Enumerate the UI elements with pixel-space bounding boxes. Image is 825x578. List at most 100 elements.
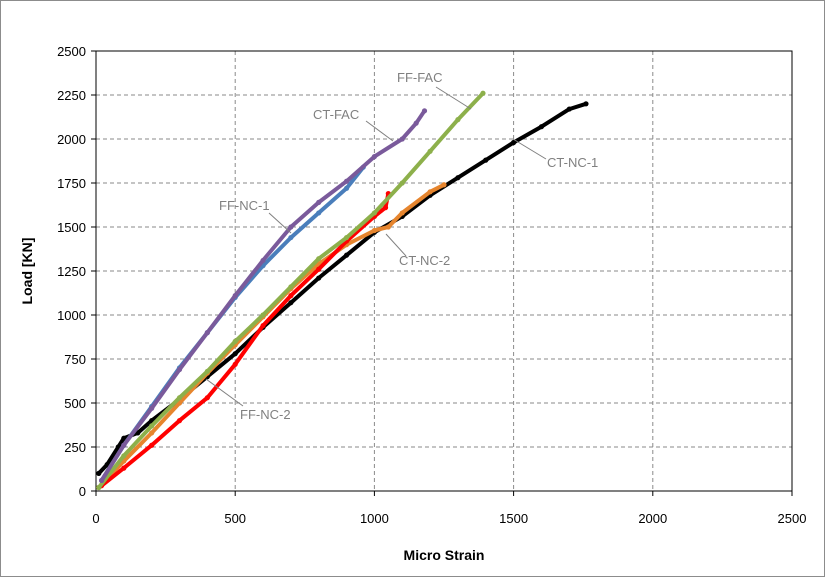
data-point <box>149 442 155 448</box>
series-line-ff-nc-1 <box>99 165 366 483</box>
annotation-ff-fac: FF-FAC <box>397 70 443 85</box>
series-group <box>96 90 589 491</box>
data-point <box>288 293 294 299</box>
y-tick-labels: 0 250 500 750 1000 1250 1500 1750 2000 2250 2500 <box>57 44 86 499</box>
data-point <box>343 185 350 191</box>
data-point <box>343 252 350 258</box>
y-tick-label: 1750 <box>57 176 86 191</box>
data-point <box>176 395 183 401</box>
data-point <box>343 234 350 241</box>
data-point <box>316 199 322 205</box>
data-point <box>121 453 127 459</box>
series-line-ct-nc-1 <box>96 101 588 476</box>
data-point <box>204 368 210 374</box>
data-point <box>371 210 377 216</box>
gridlines <box>91 50 793 496</box>
data-point <box>316 256 322 262</box>
y-tick-label: 0 <box>79 484 86 499</box>
annotation-ff-nc-1: FF-NC-1 <box>219 198 270 213</box>
data-point <box>371 154 377 160</box>
y-tick-label: 750 <box>64 352 86 367</box>
data-point <box>204 330 210 336</box>
annotation-ct-nc-2: CT-NC-2 <box>399 253 450 268</box>
data-point <box>260 312 266 318</box>
x-tick-label: 1500 <box>499 511 528 526</box>
data-point <box>149 423 155 429</box>
annotation-leaders <box>205 86 547 407</box>
data-point <box>232 361 238 367</box>
leader-ff-fac <box>435 86 472 110</box>
data-point <box>455 175 461 181</box>
data-point <box>316 266 322 272</box>
data-point <box>399 180 405 186</box>
data-point <box>385 224 391 230</box>
data-point <box>204 395 210 401</box>
annotation-ct-nc-1: CT-NC-1 <box>547 155 598 170</box>
y-tick-label: 1250 <box>57 264 86 279</box>
y-axis-title: Load [KN] <box>19 238 35 305</box>
data-point <box>316 210 322 216</box>
data-point <box>413 120 419 126</box>
data-point <box>98 477 105 484</box>
data-point <box>399 210 405 216</box>
data-point <box>427 148 433 154</box>
data-point <box>316 275 322 281</box>
leader-ct-fac <box>365 120 394 142</box>
data-point <box>510 139 517 146</box>
y-tick-label: 500 <box>64 396 86 411</box>
series-ct-nc-2 <box>96 182 447 491</box>
data-point <box>121 435 127 441</box>
x-tick-labels: 0 500 1000 1500 2000 2500 <box>92 511 806 526</box>
data-point <box>583 101 589 107</box>
data-point <box>149 430 155 436</box>
leader-ct-nc-1 <box>512 138 547 160</box>
annotation-ff-nc-2: FF-NC-2 <box>240 407 291 422</box>
series-ff-fac <box>96 90 486 491</box>
data-point <box>427 189 433 195</box>
data-point <box>421 108 428 114</box>
data-point <box>343 178 350 184</box>
x-tick-label: 1000 <box>360 511 389 526</box>
data-point <box>96 484 102 491</box>
y-tick-label: 250 <box>64 440 86 455</box>
data-point <box>382 205 389 211</box>
series-ct-fac <box>98 108 428 484</box>
leader-ct-nc-2 <box>385 233 407 257</box>
series-ct-nc-1 <box>96 101 589 476</box>
plot-area-border <box>95 50 793 492</box>
data-point <box>371 227 377 234</box>
data-point <box>260 257 266 264</box>
data-point <box>480 90 486 96</box>
x-tick-label: 2500 <box>778 511 807 526</box>
data-point <box>176 418 183 424</box>
data-point <box>288 234 294 241</box>
leader-ff-nc-1 <box>268 212 292 234</box>
data-point <box>441 182 447 188</box>
data-point <box>288 224 294 230</box>
data-point <box>176 366 183 373</box>
data-point <box>232 293 238 299</box>
data-point <box>399 136 405 142</box>
series-line-ct-nc-2 <box>96 182 446 490</box>
x-tick-label: 500 <box>224 511 246 526</box>
x-tick-label: 2000 <box>638 511 667 526</box>
data-point <box>538 124 545 130</box>
y-tick-label: 1000 <box>57 308 86 323</box>
annotation-ct-fac: CT-FAC <box>313 107 359 122</box>
data-point <box>232 338 238 344</box>
data-point <box>232 351 238 357</box>
y-tick-label: 1500 <box>57 220 86 235</box>
data-point <box>121 465 127 471</box>
data-point <box>288 300 294 306</box>
data-point <box>288 284 294 290</box>
data-point <box>149 405 155 411</box>
data-point <box>96 470 102 476</box>
y-tick-label: 2000 <box>57 132 86 147</box>
series-line-ct-fac <box>99 108 427 483</box>
x-axis-title: Micro Strain <box>404 547 485 563</box>
data-point <box>121 442 127 448</box>
data-point <box>260 322 266 329</box>
leader-ff-nc-2 <box>205 378 244 407</box>
